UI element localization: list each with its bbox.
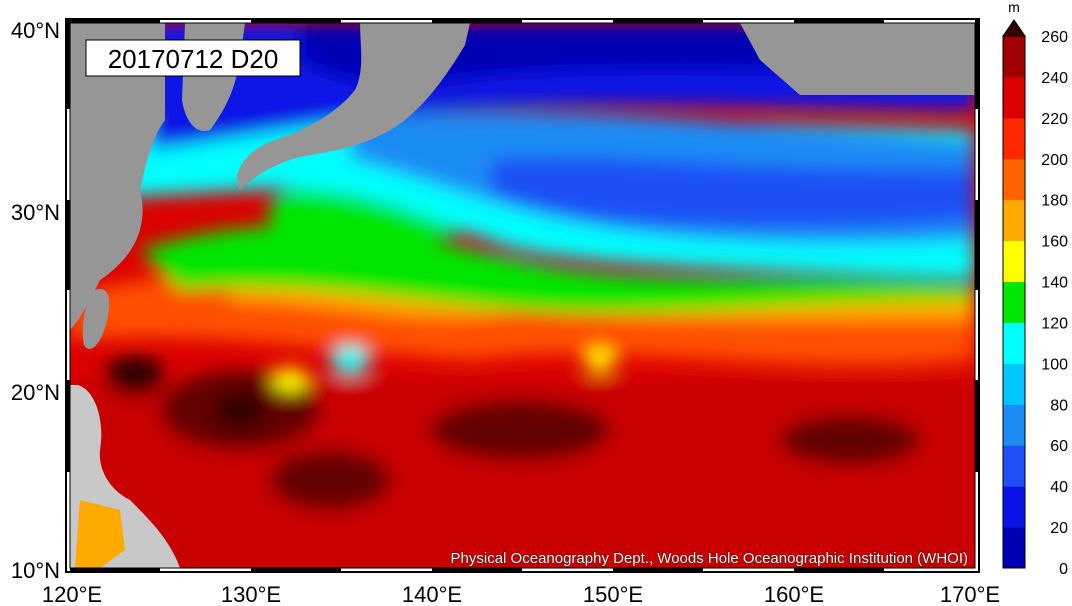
lon-tick-150e: 150°E bbox=[583, 582, 643, 606]
lat-tick-10n: 10°N bbox=[11, 558, 60, 583]
colorbar-cell bbox=[1003, 445, 1025, 487]
colorbar-tick-label: 140 bbox=[1041, 275, 1068, 292]
lon-tick-170e: 170°E bbox=[940, 582, 1000, 606]
lon-tick-120e: 120°E bbox=[42, 582, 102, 606]
map-frame bbox=[65, 18, 980, 573]
colorbar-cell bbox=[1003, 527, 1025, 569]
colorbar-cell bbox=[1003, 486, 1025, 528]
colorbar-tick-label: 40 bbox=[1050, 479, 1068, 496]
colorbar-unit: m bbox=[1008, 0, 1020, 15]
colorbar-cell bbox=[1003, 36, 1025, 78]
colorbar-cell bbox=[1003, 199, 1025, 242]
colorbar-cell bbox=[1003, 117, 1025, 160]
land-masses bbox=[70, 23, 975, 568]
colorbar-cell bbox=[1003, 363, 1025, 405]
colorbar-cell bbox=[1003, 404, 1025, 446]
longitude-tick-labels: 120°E 130°E 140°E 150°E 160°E 170°E bbox=[42, 582, 1000, 606]
lat-tick-30n: 30°N bbox=[11, 200, 60, 225]
colorbar-tick-label: 260 bbox=[1041, 29, 1068, 46]
colorbar-tick-label: 240 bbox=[1041, 70, 1068, 87]
colorbar-tick-label: 100 bbox=[1041, 356, 1068, 373]
lat-tick-40n: 40°N bbox=[11, 18, 60, 43]
colorbar-cell bbox=[1003, 281, 1025, 323]
colorbar-cell bbox=[1003, 76, 1025, 119]
lat-tick-20n: 20°N bbox=[11, 380, 60, 405]
date-label-box: 20170712 D20 bbox=[85, 39, 301, 77]
colorbar-cells bbox=[1003, 36, 1025, 569]
lon-tick-130e: 130°E bbox=[221, 582, 281, 606]
colorbar-tick-label: 60 bbox=[1050, 438, 1068, 455]
latitude-tick-labels: 40°N 30°N 20°N 10°N bbox=[11, 18, 60, 583]
colorbar-tick-label: 120 bbox=[1041, 315, 1068, 332]
colorbar-tick-label: 180 bbox=[1041, 193, 1068, 210]
colorbar-cell bbox=[1003, 322, 1025, 364]
colorbar-tick-label: 0 bbox=[1059, 561, 1068, 578]
colorbar-tick-label: 20 bbox=[1050, 520, 1068, 537]
colorbar-tick-label: 200 bbox=[1041, 152, 1068, 169]
colorbar-top-arrow bbox=[1002, 19, 1026, 37]
colorbar-cell bbox=[1003, 240, 1025, 283]
date-label: 20170712 D20 bbox=[108, 44, 279, 74]
credit-text: Physical Oceanography Dept., Woods Hole … bbox=[451, 550, 968, 567]
colorbar-cell bbox=[1003, 158, 1025, 201]
lon-tick-160e: 160°E bbox=[764, 582, 824, 606]
colorbar-tick-label: 80 bbox=[1050, 397, 1068, 414]
colorbar-tick-label: 160 bbox=[1041, 234, 1068, 251]
colorbar-tick-label: 220 bbox=[1041, 111, 1068, 128]
lon-tick-140e: 140°E bbox=[402, 582, 462, 606]
ocean-depth-field bbox=[70, 23, 975, 568]
